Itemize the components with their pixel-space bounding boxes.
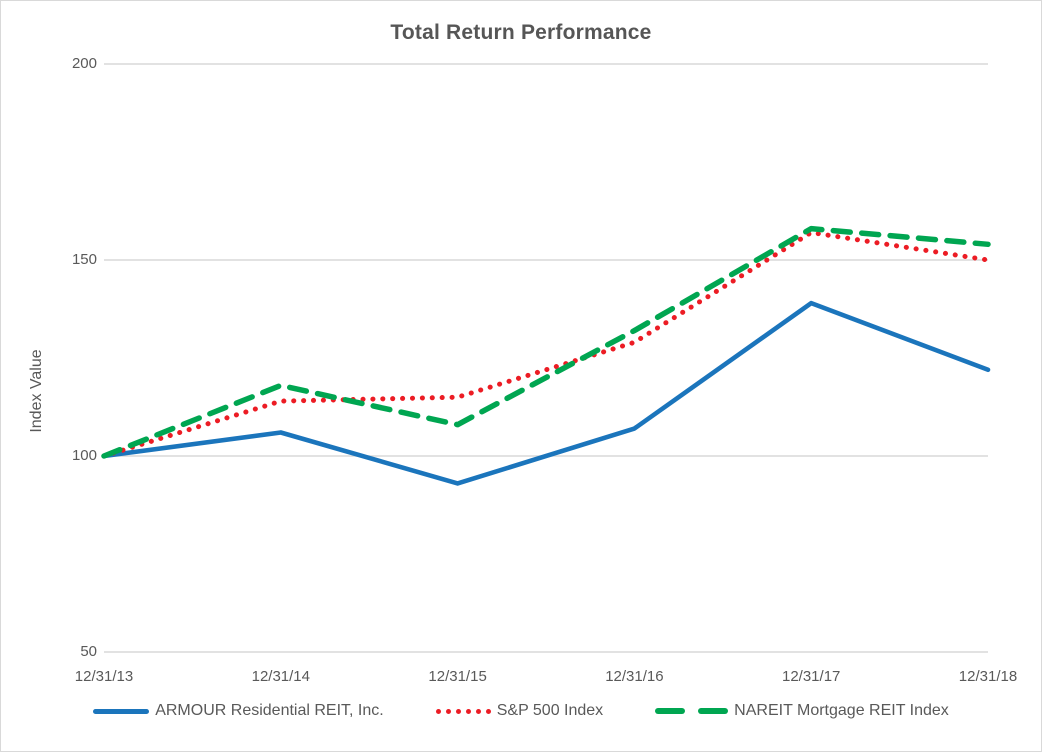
legend-label: ARMOUR Residential REIT, Inc. <box>155 702 384 719</box>
legend-label: S&P 500 Index <box>496 702 604 719</box>
legend-item-1: S&P 500 Index <box>435 702 604 720</box>
dot <box>435 708 441 714</box>
dot <box>475 708 481 714</box>
solid-line-swatch-icon <box>93 708 150 714</box>
legend-item-2: NAREIT Mortgage REIT Index <box>655 702 949 720</box>
dot <box>445 708 451 714</box>
series-line-2 <box>101 225 991 459</box>
y-tick-label: 50 <box>80 643 97 660</box>
x-tick-label: 12/31/17 <box>781 668 841 685</box>
chart-title: Total Return Performance <box>390 21 652 44</box>
series-line-0 <box>101 300 991 486</box>
y-tick-label: 200 <box>71 55 97 72</box>
dot <box>455 708 461 714</box>
y-tick-label: 150 <box>71 251 97 268</box>
x-tick-label: 12/31/15 <box>428 668 487 685</box>
x-tick-label: 12/31/16 <box>605 668 664 685</box>
dot <box>485 708 491 714</box>
x-tick-label: 12/31/18 <box>958 668 1018 685</box>
dash <box>655 708 686 714</box>
legend-label: NAREIT Mortgage REIT Index <box>734 702 949 719</box>
dotted-line-swatch-icon <box>435 708 491 714</box>
x-tick-label: 12/31/14 <box>251 668 310 685</box>
legend-item-0: ARMOUR Residential REIT, Inc. <box>93 702 384 720</box>
line-segment <box>93 708 150 714</box>
series-line-1 <box>101 230 991 459</box>
x-tick-label: 12/31/13 <box>74 668 134 685</box>
dash <box>698 708 729 714</box>
y-tick-label: 100 <box>71 447 97 464</box>
dot <box>465 708 471 714</box>
legend: ARMOUR Residential REIT, Inc. S&P 500 Ind… <box>1 702 1041 720</box>
dashed-line-swatch-icon <box>655 708 729 714</box>
